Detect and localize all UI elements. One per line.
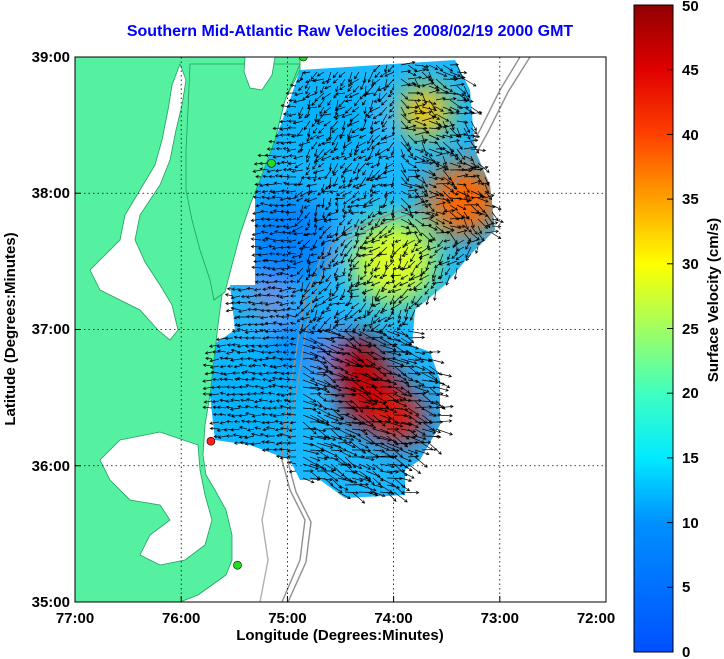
x-tick-label: 75:00: [268, 610, 306, 627]
y-axis-label: Latitude (Degrees:Minutes): [2, 232, 19, 425]
speed-blob: [239, 193, 336, 289]
station-marker: [233, 560, 242, 570]
colorbar-tick-label: 0: [682, 644, 690, 659]
colorbar: [633, 4, 674, 653]
colorbar-label: Surface Velocity (cm/s): [705, 218, 722, 382]
y-tick-label: 38:00: [32, 185, 70, 202]
x-tick-label: 72:00: [577, 610, 615, 627]
colorbar-tick-label: 10: [682, 515, 699, 532]
station-marker: [267, 158, 276, 168]
x-tick-label: 77:00: [56, 610, 94, 627]
colorbar-tick-label: 40: [682, 127, 699, 144]
colorbar-tick-label: 45: [682, 62, 699, 79]
station-marker: [206, 436, 216, 446]
station-marker: [299, 57, 308, 62]
colorbar-tick-label: 30: [682, 256, 699, 273]
chart-title: Southern Mid-Atlantic Raw Velocities 200…: [126, 23, 574, 40]
velocity-vectors: [202, 60, 505, 504]
colorbar-tick-label: 50: [682, 0, 699, 15]
colorbar-tick-label: 20: [682, 385, 699, 402]
colorbar-tick-label: 5: [682, 579, 690, 596]
x-tick-label: 76:00: [162, 610, 200, 627]
x-tick-label: 74:00: [374, 610, 412, 627]
speed-blob: [287, 82, 373, 168]
y-tick-label: 37:00: [32, 321, 70, 338]
speed-blob: [255, 291, 277, 313]
x-tick-label: 73:00: [481, 610, 519, 627]
y-tick-label: 35:00: [32, 594, 70, 611]
vector-arrows: [202, 60, 505, 504]
y-tick-label: 36:00: [32, 458, 70, 475]
colorbar-tick-label: 15: [682, 450, 699, 467]
x-axis-label: Longitude (Degrees:Minutes): [236, 627, 444, 644]
y-tick-label: 39:00: [32, 49, 70, 66]
colorbar-tick-label: 25: [682, 321, 699, 338]
radar-stations: [206, 57, 308, 570]
colorbar-tick-label: 35: [682, 191, 699, 208]
